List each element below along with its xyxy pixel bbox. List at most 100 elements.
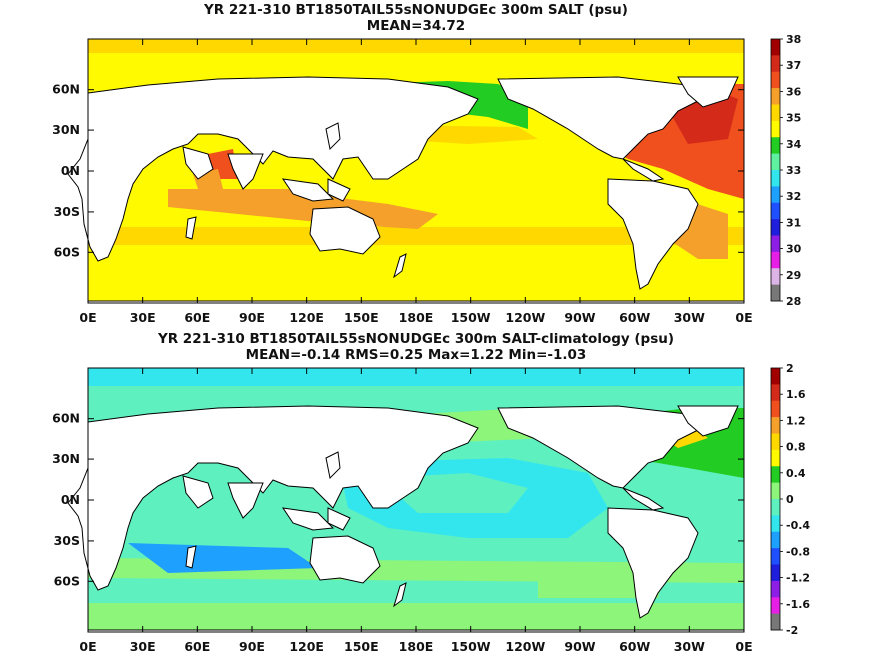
top-map-lat-label: 30S	[54, 204, 80, 219]
bottom-map-colorbar-label: -0.8	[786, 545, 810, 558]
top-map-colorbar-swatch	[771, 71, 780, 89]
bottom-map-lon-label: 0E	[79, 639, 96, 654]
bottom-map-colorbar-swatch	[771, 531, 780, 549]
bottom-map-lat-label: 60N	[52, 411, 80, 426]
bottom-map-lon-label: 120W	[505, 639, 545, 654]
bottom-map-colorbar-swatch	[771, 449, 780, 467]
top-map-colorbar-swatch	[771, 186, 780, 204]
top-map-colorbar-label: 32	[786, 190, 801, 203]
bottom-map-colorbar-label: 1.6	[786, 388, 806, 401]
bottom-map-colorbar-label: 0.4	[786, 467, 806, 480]
top-map-ocean-band	[88, 227, 744, 245]
top-map-lon-label: 60E	[184, 310, 210, 325]
top-map-title: YR 221-310 BT1850TAIL55sNONUDGEc 300m SA…	[88, 2, 744, 34]
top-map-colorbar-swatch	[771, 170, 780, 187]
top-map-lon-label: 30E	[130, 310, 156, 325]
top-map-lat-label: 60N	[52, 82, 80, 97]
bottom-map-colorbar-label: -1.6	[786, 598, 810, 611]
bottom-map-lon-label: 0E	[735, 639, 752, 654]
bottom-map-colorbar-swatch	[771, 564, 780, 582]
bottom-map-colorbar-swatch	[771, 417, 780, 434]
top-map-colorbar-label: 28	[786, 295, 801, 308]
top-map-colorbar-label: 33	[786, 164, 801, 177]
top-map-colorbar-swatch	[771, 55, 780, 73]
bottom-map-colorbar-label: -0.4	[786, 519, 810, 532]
bottom-map-colorbar-swatch	[771, 548, 780, 565]
bottom-map-colorbar-label: -1.2	[786, 572, 810, 585]
top-map-lon-label: 0E	[79, 310, 96, 325]
top-map-colorbar-swatch	[771, 251, 780, 269]
top-map-title-line2: MEAN=34.72	[366, 18, 466, 34]
bottom-map-colorbar-label: 2	[786, 362, 794, 375]
top-map-colorbar-swatch	[771, 137, 780, 154]
bottom-map-lon-label: 60E	[184, 639, 210, 654]
bottom-map-colorbar: 2 1.6 1.2 0.8 0.4 0 -0.4 -0.8 -1.2 -1.6 -2	[770, 362, 810, 637]
bottom-map-lon-label: 30E	[130, 639, 156, 654]
bottom-map-colorbar-swatch	[771, 580, 780, 598]
top-map-colorbar-swatch	[771, 235, 780, 253]
top-map-colorbar-label: 31	[786, 216, 801, 229]
bottom-map-lat-label: 30S	[54, 533, 80, 548]
bottom-map-lat-label: 0N	[61, 492, 80, 507]
bottom-map-colorbar-swatch	[771, 433, 780, 451]
top-map-lon-label: 150E	[344, 310, 379, 325]
top-map-lon-label: 30W	[674, 310, 705, 325]
top-map	[67, 38, 745, 304]
top-map-lon-label: 60W	[619, 310, 650, 325]
top-map-colorbar-swatch	[771, 153, 780, 171]
bottom-map	[67, 367, 745, 633]
bottom-map-lon-label: 150W	[451, 639, 491, 654]
bottom-map-colorbar-swatch	[771, 384, 780, 402]
top-map-colorbar-label: 35	[786, 112, 801, 125]
top-map-colorbar-swatch	[771, 104, 780, 122]
bottom-map-lon-label: 60W	[619, 639, 650, 654]
bottom-map-colorbar-label: 0	[786, 493, 794, 506]
bottom-map-colorbar-swatch	[771, 400, 780, 418]
top-map-colorbar: 38 37 36 35 34 33 32 31 30 29 28	[770, 33, 802, 308]
top-map-axes: 60N 30N 0N 30S 60S 0E 30E 60E 90E 120E 150E 180E 150…	[52, 39, 753, 325]
bottom-map-lon-label: 150E	[344, 639, 379, 654]
top-map-lon-label: 120W	[505, 310, 545, 325]
top-map-lon-label: 90W	[564, 310, 595, 325]
bottom-map-colorbar-label: 0.8	[786, 441, 806, 454]
top-map-colorbar-swatch	[771, 202, 780, 220]
bottom-map-lat-label: 30N	[52, 451, 80, 466]
bottom-map-colorbar-swatch	[771, 499, 780, 516]
top-map-colorbar-swatch	[771, 284, 780, 302]
top-map-lon-label: 0E	[735, 310, 752, 325]
bottom-map-axes: 60N 30N 0N 30S 60S 0E 30E 60E 90E 120E 150E 180E 150…	[52, 368, 753, 654]
bottom-map-colorbar-swatch	[771, 597, 780, 614]
top-map-colorbar-label: 29	[786, 269, 801, 282]
top-map-colorbar-swatch	[771, 219, 780, 236]
bottom-map-colorbar-swatch	[771, 515, 780, 533]
top-map-lon-label: 150W	[451, 310, 491, 325]
top-map-colorbar-label: 37	[786, 59, 801, 72]
top-map-lat-label: 0N	[61, 163, 80, 178]
bottom-map-lon-label: 90E	[239, 639, 265, 654]
top-map-colorbar-label: 38	[786, 33, 801, 46]
bottom-map-lon-label: 30W	[674, 639, 705, 654]
top-map-lon-label: 180E	[399, 310, 434, 325]
bottom-map-colorbar-swatch	[771, 466, 780, 483]
bottom-map-title-line1: YR 221-310 BT1850TAIL55sNONUDGEc 300m SA…	[157, 331, 675, 347]
top-map-colorbar-swatch	[771, 39, 780, 56]
bottom-map-lon-label: 120E	[289, 639, 324, 654]
bottom-map-title-line2: MEAN=-0.14 RMS=0.25 Max=1.22 Min=-1.03	[245, 347, 587, 363]
top-map-lat-label: 30N	[52, 122, 80, 137]
top-map-colorbar-label: 36	[786, 85, 802, 98]
bottom-map-title: YR 221-310 BT1850TAIL55sNONUDGEc 300m SA…	[88, 331, 744, 363]
top-map-lon-label: 120E	[289, 310, 324, 325]
top-map-title-line1: YR 221-310 BT1850TAIL55sNONUDGEc 300m SA…	[204, 2, 628, 18]
top-map-colorbar-swatch	[771, 120, 780, 138]
bottom-map-lon-label: 180E	[399, 639, 434, 654]
top-map-colorbar-swatch	[771, 268, 780, 285]
bottom-map-colorbar-swatch	[771, 368, 780, 385]
bottom-map-lon-label: 90W	[564, 639, 595, 654]
bottom-map-lat-label: 60S	[54, 573, 80, 588]
bottom-map-colorbar-label: 1.2	[786, 414, 806, 427]
bottom-map-colorbar-label: -2	[786, 624, 798, 637]
bottom-map-colorbar-swatch	[771, 613, 780, 631]
bottom-map-colorbar-swatch	[771, 482, 780, 500]
top-map-lon-label: 90E	[239, 310, 265, 325]
